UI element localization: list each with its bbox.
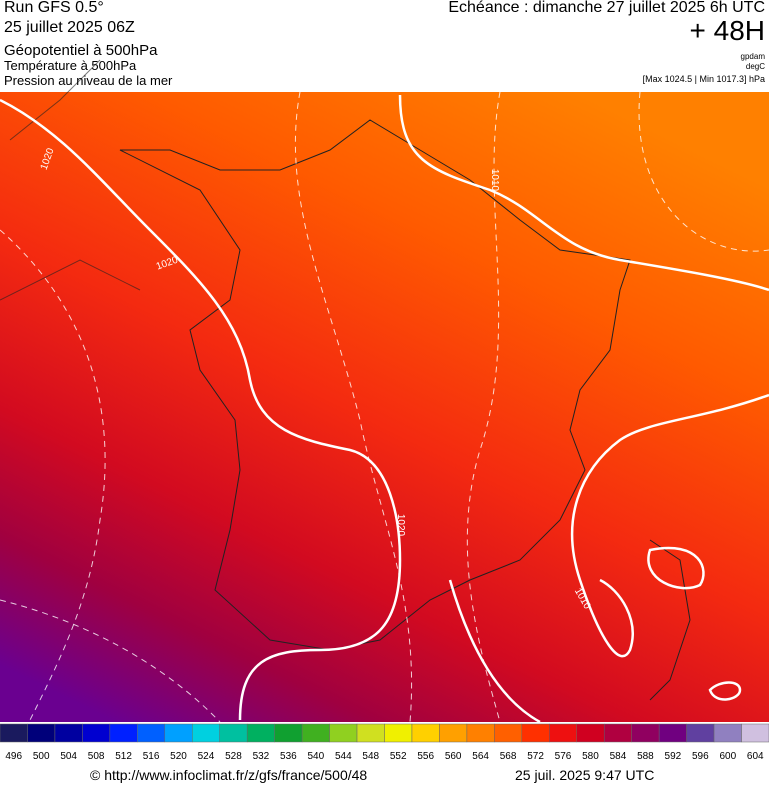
run-date: 25 juillet 2025 06Z — [4, 19, 135, 36]
colorbar-label: 572 — [527, 751, 544, 762]
colorbar-swatch — [192, 723, 220, 743]
run-label: Run GFS 0.5° — [4, 0, 104, 16]
colorbar-label: 540 — [307, 751, 324, 762]
colorbar-swatch — [466, 723, 495, 743]
colorbar-swatch — [109, 723, 138, 743]
colorbar-label: 584 — [610, 751, 627, 762]
isobar-label: 1010 — [489, 169, 500, 192]
colorbar-label: 592 — [665, 751, 682, 762]
colorbar-swatch — [82, 723, 111, 743]
colorbar-swatch — [741, 723, 769, 743]
colorbar-label: 528 — [225, 751, 242, 762]
colorbar-swatch — [686, 723, 715, 743]
colorbar-swatch — [603, 723, 632, 743]
field-label: Température à 500hPa — [4, 58, 137, 73]
colorbar-swatch — [713, 723, 742, 743]
colorbar-swatch — [356, 723, 385, 743]
colorbar-swatch — [0, 723, 28, 743]
colorbar-swatch — [164, 723, 193, 743]
colorbar-swatch — [27, 723, 56, 743]
colorbar-label: 560 — [445, 751, 462, 762]
colorbar-label: 504 — [60, 751, 77, 762]
colorbar-label: 520 — [170, 751, 187, 762]
colorbar-swatch — [301, 723, 330, 743]
colorbar-swatch — [411, 723, 440, 743]
colorbar-swatch — [631, 723, 660, 743]
pressure-range: [Max 1024.5 | Min 1017.3] hPa — [642, 74, 765, 84]
colorbar-swatch — [549, 723, 577, 743]
temperature-contours — [0, 91, 769, 723]
colorbar-swatch — [658, 723, 687, 743]
colorbar-swatch — [494, 723, 523, 743]
colorbar-swatch — [576, 723, 605, 743]
colorbar-swatch — [384, 723, 413, 743]
timestamp: 25 juil. 2025 9:47 UTC — [515, 767, 655, 783]
colorbar-label: 552 — [390, 751, 407, 762]
colorbar-label: 596 — [692, 751, 709, 762]
source-link: © http://www.infoclimat.fr/z/gfs/france/… — [90, 767, 368, 783]
colorbar-label: 604 — [747, 751, 764, 762]
colorbar-label: 508 — [88, 751, 105, 762]
colorbar-label: 536 — [280, 751, 297, 762]
colorbar-label: 500 — [33, 751, 50, 762]
colorbar-label: 580 — [582, 751, 599, 762]
colorbar-swatch — [274, 723, 303, 743]
isobar-label: 1020 — [395, 514, 406, 537]
borders — [0, 59, 691, 701]
colorbar-swatch — [54, 723, 83, 743]
colorbar-label: 564 — [472, 751, 489, 762]
colorbar-swatch — [246, 723, 275, 743]
colorbar-label: 512 — [115, 751, 132, 762]
colorbar-swatch — [521, 723, 550, 743]
colorbar-swatch — [219, 723, 248, 743]
colorbar-label: 496 — [5, 751, 22, 762]
unit-label: degC — [745, 62, 765, 71]
colorbar-label: 556 — [417, 751, 434, 762]
colorbar-label: 532 — [253, 751, 270, 762]
colorbar-swatch — [329, 723, 358, 743]
colorbar-swatch — [439, 723, 468, 743]
colorbar-label: 524 — [198, 751, 215, 762]
colorbar-label: 576 — [555, 751, 572, 762]
colorbar-label: 600 — [719, 751, 736, 762]
temperature-field — [0, 92, 769, 722]
field-label: Géopotentiel à 500hPa — [4, 42, 158, 59]
lead-time: + 48H — [689, 15, 766, 46]
colorbar-label: 588 — [637, 751, 654, 762]
field-label: Pression au niveau de la mer — [4, 73, 173, 88]
unit-label: gpdam — [740, 52, 765, 61]
forecast-label: Echéance : dimanche 27 juillet 2025 6h U… — [448, 0, 765, 16]
colorbar-label: 568 — [500, 751, 517, 762]
colorbar-label: 544 — [335, 751, 352, 762]
colorbar-label: 548 — [362, 751, 379, 762]
colorbar-label: 516 — [143, 751, 160, 762]
isobars — [0, 94, 769, 724]
colorbar-swatch — [137, 723, 166, 743]
